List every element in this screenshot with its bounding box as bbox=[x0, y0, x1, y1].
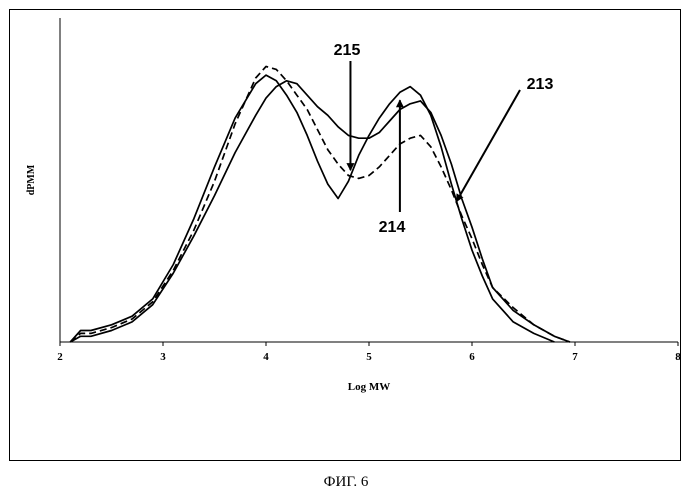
x-ticks: 2 3 4 5 6 7 8 bbox=[57, 342, 681, 363]
annotation-label-213: 213 bbox=[527, 76, 554, 93]
x-axis-label: Log MW bbox=[348, 381, 390, 393]
y-axis-label: dPMM bbox=[26, 164, 37, 195]
x-tick-label: 7 bbox=[572, 351, 578, 363]
annotation-label-214: 214 bbox=[379, 219, 406, 236]
x-tick-label: 4 bbox=[263, 351, 269, 363]
series-layer bbox=[70, 67, 570, 343]
x-tick-label: 8 bbox=[675, 351, 681, 363]
x-tick-label: 6 bbox=[469, 351, 475, 363]
series-line-215 bbox=[70, 75, 554, 342]
annotation-label-215: 215 bbox=[334, 42, 361, 59]
annotation-arrow-213 bbox=[457, 90, 520, 201]
x-tick-label: 3 bbox=[160, 351, 166, 363]
x-tick-label: 5 bbox=[366, 351, 372, 363]
chart: 2 3 4 5 6 7 8 215 214 213 Log MW dPMM bbox=[0, 0, 692, 470]
series-line-213 bbox=[70, 81, 570, 342]
x-tick-label: 2 bbox=[57, 351, 63, 363]
figure-caption: ФИГ. 6 bbox=[0, 474, 692, 491]
